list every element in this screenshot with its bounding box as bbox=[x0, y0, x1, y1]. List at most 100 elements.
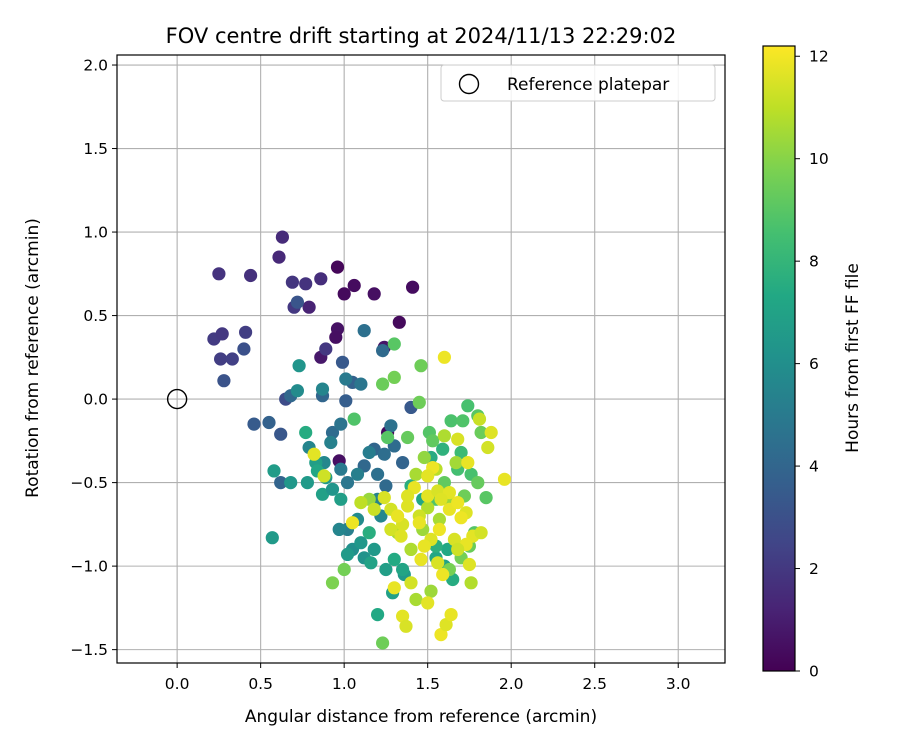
y-axis-label: Rotation from reference (arcmin) bbox=[23, 218, 43, 498]
y-tick-label: 2.0 bbox=[83, 57, 108, 75]
data-point bbox=[302, 300, 316, 314]
plot-frame bbox=[116, 54, 726, 664]
data-point bbox=[449, 456, 463, 470]
x-tick-label: 2.5 bbox=[582, 675, 607, 693]
data-point bbox=[285, 275, 299, 289]
data-point bbox=[362, 445, 376, 460]
data-point bbox=[451, 432, 465, 446]
data-point bbox=[399, 619, 413, 633]
data-point bbox=[421, 469, 435, 483]
y-tick-label: −1.0 bbox=[70, 558, 108, 576]
data-point bbox=[290, 295, 304, 309]
colorbar-tick-label: 0 bbox=[809, 663, 819, 681]
data-point bbox=[292, 359, 306, 373]
data-point bbox=[334, 462, 348, 476]
data-point bbox=[424, 584, 438, 598]
data-point bbox=[432, 512, 446, 527]
data-point bbox=[225, 352, 239, 366]
data-point bbox=[404, 542, 418, 557]
chart-title: FOV centre drift starting at 2024/11/13 … bbox=[166, 24, 677, 48]
data-point bbox=[324, 435, 338, 450]
data-point bbox=[350, 467, 365, 481]
data-point bbox=[340, 547, 355, 562]
colorbar-ticks: 0 2 4 6 8 10 12 bbox=[795, 48, 829, 681]
legend: Reference platepar bbox=[440, 64, 716, 102]
data-point bbox=[315, 487, 330, 501]
data-point bbox=[377, 491, 391, 505]
data-point bbox=[262, 415, 276, 430]
data-point bbox=[274, 476, 288, 490]
data-point bbox=[329, 330, 343, 344]
data-point bbox=[444, 608, 458, 622]
data-point bbox=[481, 440, 495, 455]
data-point bbox=[434, 492, 448, 506]
data-point bbox=[237, 342, 251, 356]
data-point bbox=[434, 628, 448, 642]
data-point bbox=[436, 567, 450, 582]
data-point bbox=[300, 476, 314, 490]
data-point bbox=[409, 592, 423, 607]
data-point bbox=[319, 342, 333, 356]
data-point bbox=[414, 552, 428, 567]
data-point bbox=[437, 350, 451, 364]
data-point bbox=[347, 412, 361, 426]
data-point bbox=[396, 562, 410, 577]
data-point bbox=[391, 509, 405, 523]
data-point bbox=[454, 511, 468, 525]
data-point bbox=[412, 395, 426, 409]
data-point bbox=[334, 492, 348, 506]
data-point bbox=[314, 272, 328, 286]
data-point bbox=[332, 522, 346, 537]
data-point bbox=[414, 359, 428, 373]
data-point bbox=[437, 429, 451, 443]
data-point bbox=[244, 268, 258, 283]
data-point bbox=[497, 472, 512, 486]
data-point bbox=[392, 315, 406, 329]
data-point bbox=[474, 526, 488, 540]
data-point bbox=[367, 502, 381, 516]
data-points bbox=[166, 230, 512, 650]
data-point bbox=[461, 456, 475, 470]
data-point bbox=[315, 382, 330, 396]
data-point bbox=[239, 325, 253, 339]
data-point bbox=[340, 476, 355, 490]
data-point bbox=[472, 412, 487, 426]
data-point bbox=[447, 532, 461, 547]
y-tick-label: 0.0 bbox=[83, 391, 108, 409]
data-point bbox=[401, 499, 415, 513]
legend-reference-label: Reference platepar bbox=[507, 75, 669, 95]
colorbar-label: Hours from first FF file bbox=[843, 263, 863, 453]
data-point bbox=[462, 557, 476, 572]
y-tick-label: −0.5 bbox=[70, 474, 108, 492]
data-point bbox=[471, 476, 485, 490]
data-point bbox=[381, 430, 395, 445]
y-tick-label: 1.5 bbox=[83, 140, 108, 158]
data-point bbox=[444, 414, 458, 428]
data-point bbox=[299, 425, 313, 440]
data-point bbox=[299, 277, 313, 291]
data-point bbox=[432, 522, 446, 537]
data-point bbox=[464, 576, 478, 590]
data-point bbox=[247, 417, 261, 431]
data-point bbox=[376, 344, 390, 358]
data-point bbox=[272, 250, 286, 264]
y-tick-label: −1.5 bbox=[70, 641, 108, 659]
data-point bbox=[215, 327, 229, 341]
x-tick-label: 0.5 bbox=[248, 675, 273, 693]
data-point bbox=[345, 516, 360, 530]
data-point bbox=[401, 489, 415, 503]
data-point bbox=[421, 501, 435, 515]
data-point bbox=[474, 425, 488, 440]
data-point bbox=[396, 609, 410, 623]
x-axis-ticks: 0.0 0.5 1.0 1.5 2.0 2.5 3.0 bbox=[165, 663, 691, 693]
y-tick-label: 0.5 bbox=[83, 307, 108, 325]
data-point bbox=[387, 581, 401, 595]
data-point bbox=[371, 467, 385, 481]
x-tick-label: 2.0 bbox=[499, 675, 524, 693]
data-point bbox=[417, 539, 431, 553]
colorbar-tick-label: 2 bbox=[809, 560, 819, 578]
data-point bbox=[317, 469, 331, 483]
data-point bbox=[426, 434, 440, 448]
colorbar-gradient bbox=[763, 46, 795, 671]
